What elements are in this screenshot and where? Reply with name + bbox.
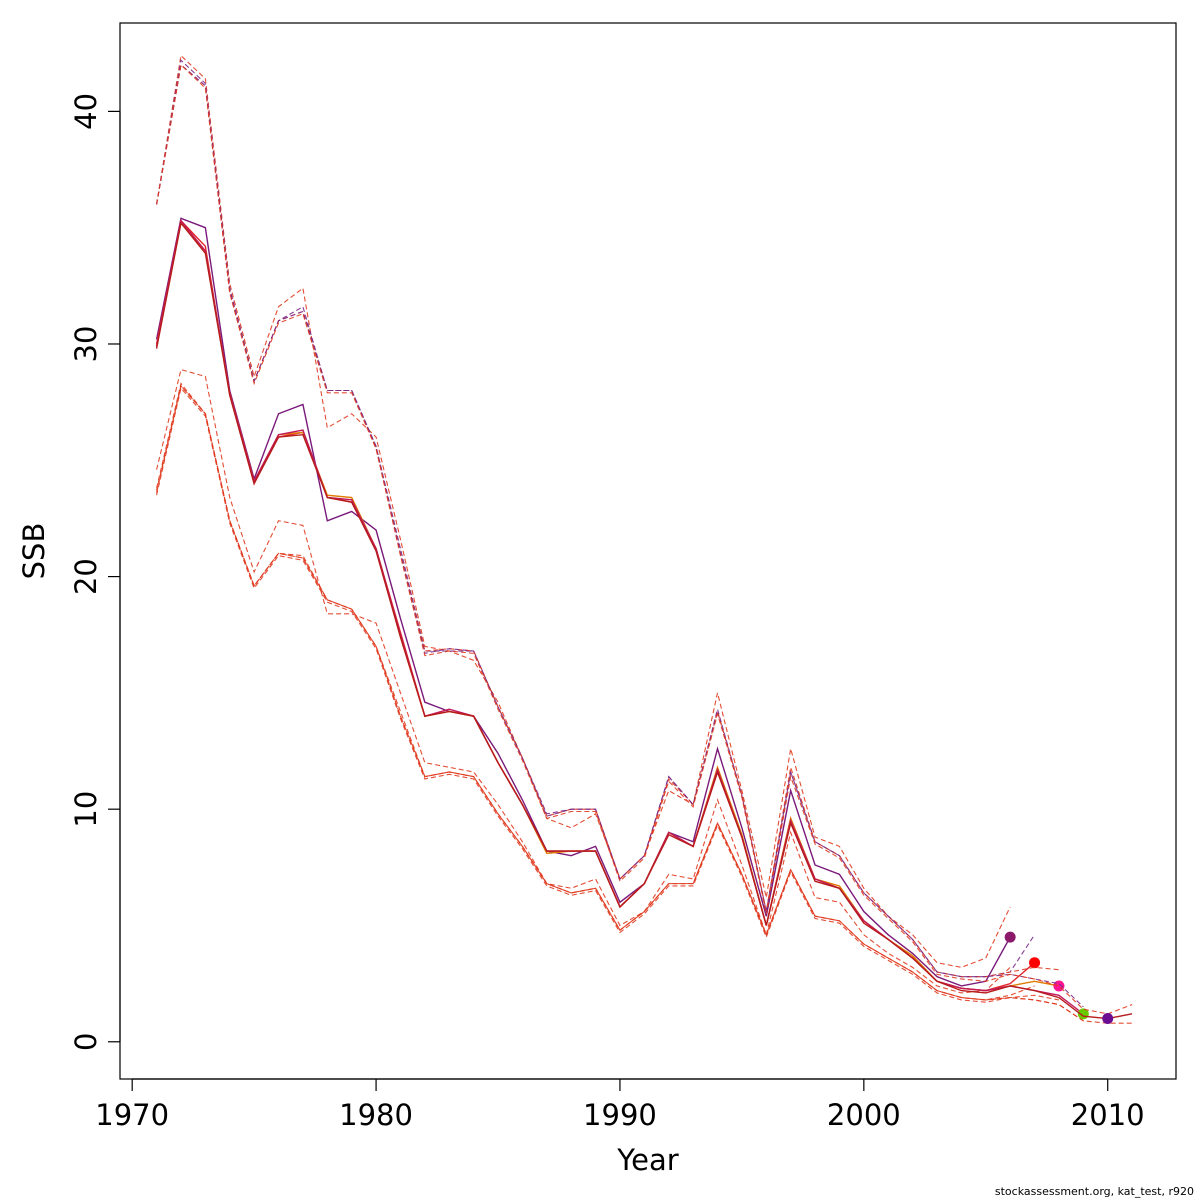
- lower-bound-line: [156, 382, 1035, 1001]
- x-tick-label: 1990: [583, 1098, 657, 1132]
- lower-bound-line: [156, 384, 1084, 1022]
- retro-run-2009: [155, 63, 1089, 1022]
- upper-bound-line: [156, 63, 1133, 1015]
- upper-bound-line: [156, 63, 1084, 1008]
- retro-run-2008: [155, 63, 1065, 1001]
- upper-bound-line: [156, 59, 1036, 978]
- y-axis-title: SSB: [17, 523, 51, 580]
- lower-bound-line: [156, 387, 1133, 1024]
- ssb-estimate-line: [155, 219, 1084, 1015]
- terminal-year-point: [1102, 1013, 1114, 1025]
- y-tick-label: 40: [69, 93, 103, 130]
- x-tick-label: 1970: [95, 1098, 169, 1132]
- plot-frame: [119, 22, 1177, 1080]
- terminal-year-point: [1029, 957, 1041, 969]
- footnote: stockassessment.org, kat_test, r920: [994, 1185, 1194, 1198]
- y-tick-label: 30: [69, 326, 103, 363]
- lower-bound-line: [156, 384, 1060, 1001]
- upper-bound-line: [156, 63, 1059, 978]
- y-tick-label: 0: [69, 1033, 103, 1051]
- ssb-estimate-line: [155, 219, 1036, 992]
- x-axis: 1970 1980 1990 2000 2010: [95, 1078, 1145, 1132]
- y-tick-label: 10: [69, 791, 103, 828]
- x-tick-label: 2010: [1071, 1098, 1145, 1132]
- x-tick-label: 1980: [339, 1098, 413, 1132]
- lower-bound-line: [156, 368, 1011, 994]
- ssb-estimate-line: [155, 217, 1011, 987]
- ssb-estimate-line: [155, 221, 1133, 1020]
- retro-run-2006: [155, 54, 1016, 994]
- retro-run-2011: [155, 63, 1133, 1025]
- upper-bound-line: [156, 54, 1011, 968]
- y-tick-label: 20: [69, 558, 103, 595]
- x-tick-label: 2000: [827, 1098, 901, 1132]
- terminal-year-point: [1004, 931, 1016, 943]
- y-axis: 0 10 20 30 40: [69, 93, 121, 1051]
- series-layer: [155, 54, 1133, 1025]
- x-axis-title: Year: [616, 1143, 678, 1177]
